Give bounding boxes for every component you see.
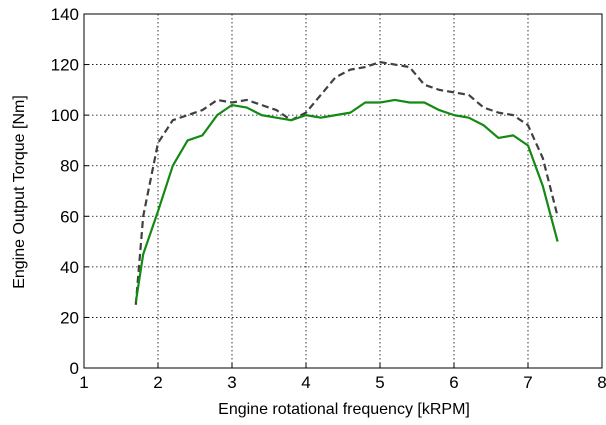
series-line xyxy=(134,60,559,305)
x-tick-label: 2 xyxy=(153,373,162,392)
series-line xyxy=(134,98,559,303)
y-tick-label: 40 xyxy=(60,258,79,277)
y-tick-label: 100 xyxy=(51,106,79,125)
x-tick-label: 7 xyxy=(523,373,532,392)
y-tick-label: 120 xyxy=(51,56,79,75)
x-tick-label: 1 xyxy=(79,373,88,392)
y-tick-label: 20 xyxy=(60,308,79,327)
y-tick-label: 0 xyxy=(70,359,79,378)
x-axis-label: Engine rotational frequency [kRPM] xyxy=(218,401,470,418)
plot-frame xyxy=(83,13,603,369)
x-tick-label: 3 xyxy=(227,373,236,392)
x-tick-label: 8 xyxy=(597,373,606,392)
y-tick-label: 140 xyxy=(51,5,79,24)
x-tick-label: 4 xyxy=(301,373,310,392)
x-tick-label: 5 xyxy=(375,373,384,392)
y-axis-label: Engine Output Torque [Nm] xyxy=(11,95,28,289)
y-tick-label: 80 xyxy=(60,157,79,176)
y-tick-label: 60 xyxy=(60,207,79,226)
x-tick-label: 6 xyxy=(449,373,458,392)
